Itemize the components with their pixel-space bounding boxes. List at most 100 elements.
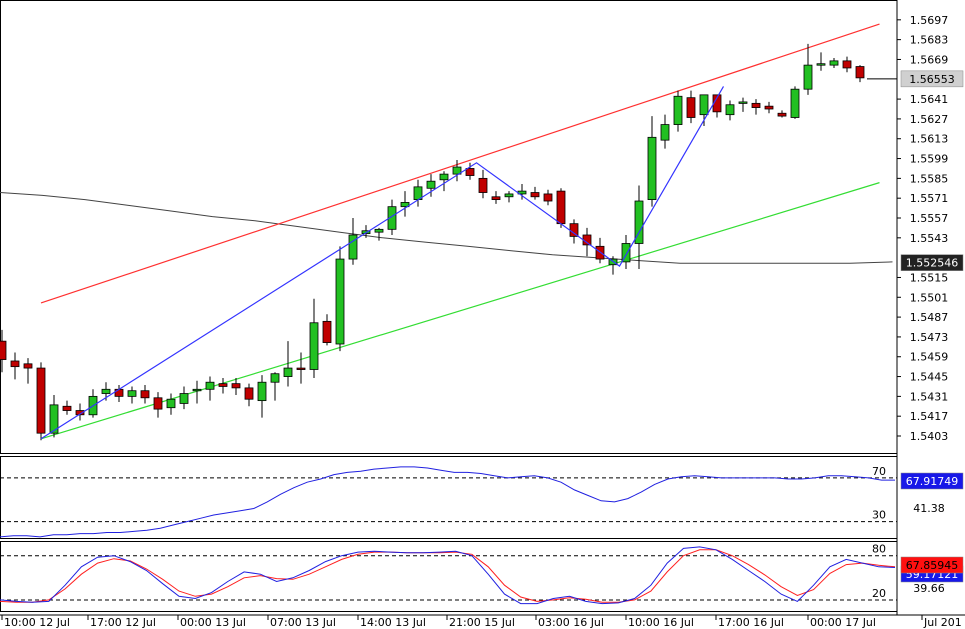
- rsi-value-tag: 67.91749: [900, 472, 964, 490]
- candle-body: [504, 193, 514, 198]
- time-tick-label: 10:00 12 Jul: [4, 616, 70, 629]
- candle: [166, 393, 176, 415]
- price-tick-label: 1.5613: [910, 133, 949, 146]
- candle: [647, 116, 657, 207]
- candle-body: [296, 367, 306, 370]
- time-tick-label: 03:00 16 Jul: [538, 616, 604, 629]
- price-tick-label: 1.5445: [910, 371, 949, 384]
- candle-body: [62, 405, 72, 411]
- main-panel-frame: [0, 0, 898, 454]
- ma-value-tag-text: 1.552546: [906, 257, 959, 270]
- candle: [452, 159, 462, 182]
- time-tick-label: 17:00 12 Jul: [90, 616, 156, 629]
- price-tick-label: 1.5487: [910, 311, 949, 324]
- time-tick-label: 00:00 17 Jul: [810, 616, 876, 629]
- candle-body: [725, 104, 735, 116]
- candle-body: [231, 383, 241, 389]
- candle-body: [673, 95, 683, 125]
- candle-body: [23, 363, 33, 369]
- candle-body: [478, 177, 488, 193]
- candle-body: [114, 388, 124, 397]
- candle: [543, 189, 553, 206]
- candle: [803, 43, 813, 95]
- candle-body: [777, 112, 787, 117]
- time-tick-label: 17:00 16 Jul: [718, 616, 784, 629]
- stoch-signal-line: [0, 549, 896, 603]
- candle-body: [803, 64, 813, 90]
- candle: [257, 375, 267, 418]
- candle-body: [270, 373, 280, 383]
- candle-body: [491, 196, 501, 201]
- candle-body: [49, 404, 59, 434]
- candle-body: [244, 387, 254, 400]
- zigzag-pattern: [40, 86, 725, 440]
- candle: [673, 90, 683, 132]
- candle-body: [309, 322, 319, 370]
- candle-body: [543, 193, 553, 202]
- candle: [283, 341, 293, 387]
- candle: [127, 386, 137, 404]
- time-tick-label: 00:00 13 Jul: [180, 616, 246, 629]
- candle-body: [335, 258, 345, 345]
- candle: [179, 386, 189, 410]
- rsi-level-label: 70: [872, 465, 886, 478]
- price-tick-label: 1.5403: [910, 430, 949, 443]
- candle: [686, 90, 696, 124]
- candle-body: [374, 228, 384, 233]
- stoch-level-label: 20: [872, 587, 886, 600]
- current-price-tag: 1.56553: [900, 70, 964, 88]
- candle: [140, 385, 150, 404]
- candle: [413, 179, 423, 207]
- candle-body: [322, 320, 332, 343]
- price-tick-label: 1.5571: [910, 192, 949, 205]
- candle: [322, 314, 332, 346]
- current-price-tag-box: [900, 70, 964, 88]
- rsi-value-tag-box: [900, 472, 964, 490]
- candle-body: [751, 102, 761, 108]
- candle: [205, 376, 215, 401]
- candle: [738, 97, 748, 112]
- price-tick-label: 1.5697: [910, 14, 949, 27]
- candle: [0, 329, 7, 373]
- price-tick-label: 1.5683: [910, 34, 949, 47]
- candle-body: [465, 168, 475, 176]
- candle-body: [556, 190, 566, 225]
- candle: [244, 383, 254, 407]
- candle: [231, 377, 241, 395]
- candle-body: [283, 367, 293, 377]
- upper-channel-line: [40, 23, 880, 304]
- candle: [465, 162, 475, 180]
- candle: [530, 186, 540, 200]
- candle-body: [439, 173, 449, 181]
- time-tick-label: 14:00 13 Jul: [360, 616, 426, 629]
- candle-body: [153, 397, 163, 410]
- candle: [829, 58, 839, 68]
- candle-body: [816, 63, 826, 66]
- ma-value-tag-box: [900, 254, 964, 271]
- time-tick-label: 21:00 15 Jul: [449, 616, 515, 629]
- rsi-panel-frame: [0, 456, 898, 539]
- candles[interactable]: [0, 43, 865, 441]
- price-tick-label: 1.5431: [910, 390, 949, 403]
- candle-body: [10, 360, 20, 368]
- stoch-main-line: [0, 546, 896, 605]
- candle-body: [218, 383, 228, 387]
- candle: [153, 392, 163, 418]
- candle-body: [842, 60, 852, 69]
- candle: [751, 99, 761, 115]
- candle-body: [712, 94, 722, 113]
- candle: [10, 352, 20, 380]
- candle-body: [634, 200, 644, 244]
- candle-body: [686, 97, 696, 118]
- rsi-line: [0, 466, 895, 538]
- candle-body: [192, 388, 202, 392]
- time-axis: 10:00 12 Jul 17:00 12 Jul 00:00 13 Jul 07:0…: [1, 615, 962, 629]
- candle: [439, 171, 449, 192]
- price-tick-label: 1.5585: [910, 172, 949, 185]
- candle: [725, 100, 735, 121]
- candle: [400, 191, 410, 217]
- candle-body: [0, 340, 7, 360]
- candle: [855, 65, 865, 83]
